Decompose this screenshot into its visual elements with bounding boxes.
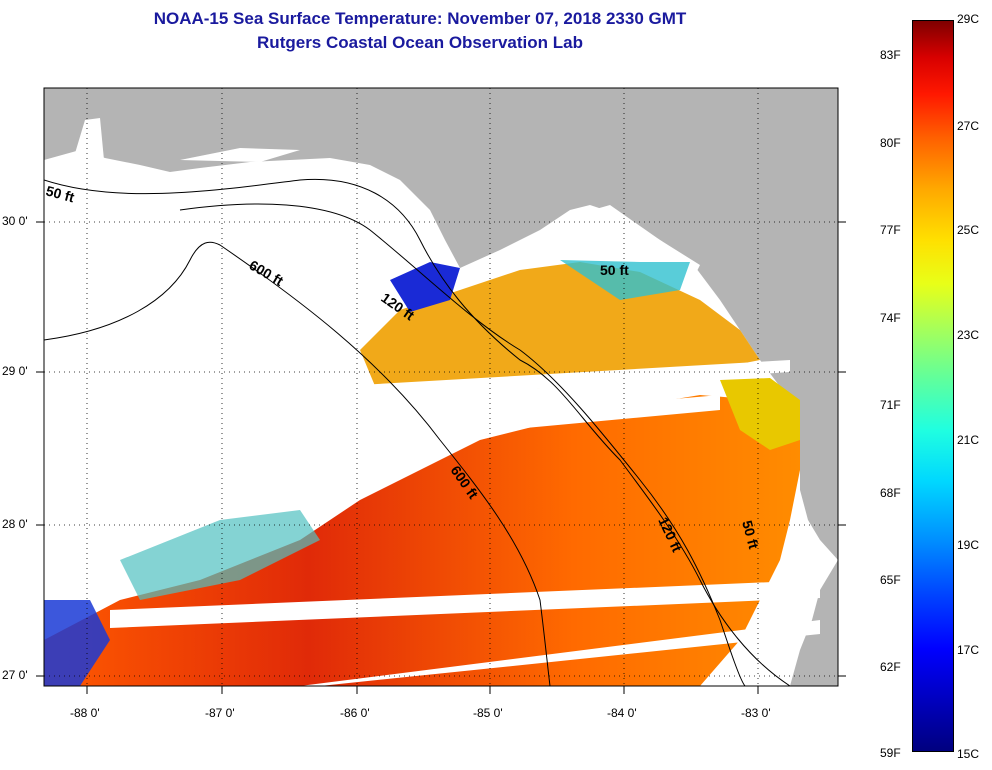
lon-label-85: -85 0' xyxy=(473,706,503,720)
lon-label-87: -87 0' xyxy=(205,706,235,720)
cool-patch-2 xyxy=(44,600,110,686)
lon-label-84: -84 0' xyxy=(607,706,637,720)
colorbar-f-80: 80F xyxy=(880,136,901,150)
contour-label-50ft-north: 50 ft xyxy=(600,262,629,278)
colorbar-c-21: 21C xyxy=(957,433,980,447)
colorbar-c-23: 23C xyxy=(957,328,980,342)
lat-label-30: 30 0' xyxy=(2,214,28,228)
colorbar-c-27: 27C xyxy=(957,119,980,133)
cloud-band-2 xyxy=(200,395,720,458)
colorbar-c-29: 29C xyxy=(957,12,980,26)
cloud-band-4 xyxy=(300,620,820,686)
map-frame xyxy=(43,87,839,687)
florida-land xyxy=(44,88,838,560)
colorbar-f-65: 65F xyxy=(880,573,901,587)
temperature-colorbar xyxy=(912,20,954,752)
cloud-band-1 xyxy=(360,360,790,400)
contour-600ft xyxy=(44,241,551,686)
coastal-yellow-region xyxy=(720,378,800,450)
contour-label-50ft-west: 50 ft xyxy=(44,182,76,205)
lat-label-27: 27 0' xyxy=(2,668,28,682)
colorbar-f-74: 74F xyxy=(880,311,901,325)
lat-label-29: 29 0' xyxy=(2,364,28,378)
colorbar-f-83: 83F xyxy=(880,48,901,62)
mixed-patch xyxy=(120,510,320,600)
lat-label-28: 28 0' xyxy=(2,517,28,531)
cool-patch-3 xyxy=(560,260,690,300)
colorbar-c-17: 17C xyxy=(957,643,980,657)
colorbar-f-68: 68F xyxy=(880,486,901,500)
lon-label-83: -83 0' xyxy=(741,706,771,720)
contour-50ft xyxy=(44,178,791,686)
shelf-sst-region xyxy=(360,262,760,398)
axis-ticks xyxy=(36,221,846,694)
colorbar-f-71: 71F xyxy=(880,398,901,412)
map-subtitle: Rutgers Coastal Ocean Observation Lab xyxy=(257,33,583,52)
lon-label-86: -86 0' xyxy=(340,706,370,720)
colorbar-c-15: 15C xyxy=(957,747,980,761)
colorbar-f-59: 59F xyxy=(880,746,901,760)
colorbar-c-25: 25C xyxy=(957,223,980,237)
contour-label-50ft-south: 50 ft xyxy=(739,519,762,551)
pensacola-bay xyxy=(180,148,300,162)
lon-label-88: -88 0' xyxy=(70,706,100,720)
cool-patch-1 xyxy=(390,262,460,312)
map-title: NOAA-15 Sea Surface Temperature: Novembe… xyxy=(153,9,687,28)
colorbar-f-62: 62F xyxy=(880,660,901,674)
contour-120ft xyxy=(179,203,746,686)
colorbar-c-19: 19C xyxy=(957,538,980,552)
colorbar-f-77: 77F xyxy=(880,223,901,237)
cloud-band-3 xyxy=(110,580,820,628)
